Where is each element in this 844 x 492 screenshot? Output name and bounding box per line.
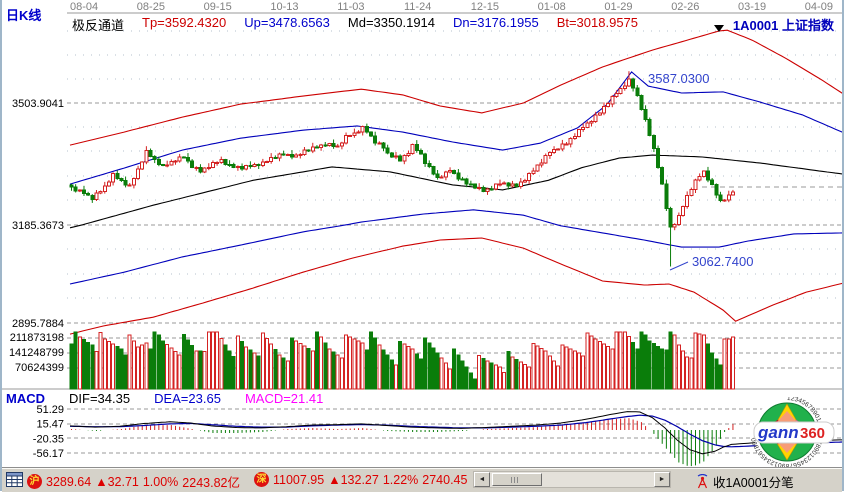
svg-text:15.47: 15.47	[36, 419, 64, 431]
sh-index-value: 3289.64	[46, 474, 92, 489]
indicator-value: Dn=3176.1955	[453, 15, 539, 30]
macd-panel-name[interactable]: MACD	[6, 391, 45, 406]
quote-table-icon	[6, 472, 23, 487]
date-tick: 04-09	[804, 1, 833, 13]
svg-text:3503.9041: 3503.9041	[12, 98, 64, 110]
date-axis: 08-04 08-25 09-15 10-13 11-03 11-24 12-15 01-08…	[2, 1, 844, 13]
svg-text:3185.3673: 3185.3673	[12, 220, 64, 232]
macd-layer	[69, 411, 842, 467]
sz-amount: 2740.45	[422, 472, 468, 487]
logo-text-360: 360	[800, 425, 825, 442]
indicator-value: Bt=3018.9575	[556, 15, 639, 30]
indicator-value: Up=3478.6563	[244, 15, 330, 30]
date-tick: 11-03	[337, 1, 365, 13]
indicator-value: Tp=3592.4320	[142, 15, 227, 30]
annotation-layer	[669, 261, 689, 271]
shenzhen-market-icon: 深	[254, 472, 269, 487]
macd-dif-value: DIF=34.35	[69, 391, 131, 406]
macd-dea-value: DEA=23.65	[154, 391, 221, 406]
feed-label: 收1A0001分笔	[713, 476, 794, 490]
candles-layer	[69, 71, 735, 267]
channel-line-Md	[69, 154, 842, 229]
swing-low-leader	[669, 261, 689, 271]
date-tick: 08-25	[136, 1, 165, 13]
dea-line	[69, 414, 842, 448]
chart-type-label[interactable]: 日K线	[6, 8, 42, 23]
sz-index-value: 11007.95	[273, 472, 325, 487]
date-tick: 10-13	[270, 1, 299, 13]
swing-high-annotation: 3587.0300	[648, 71, 710, 86]
logo-text-gann: gann	[757, 423, 799, 442]
svg-text:141248799: 141248799	[9, 347, 64, 359]
volume-layer	[69, 331, 735, 390]
svg-text:-20.35: -20.35	[33, 433, 64, 445]
status-bar: 沪 3289.64 ▲32.71 1.00% 2243.82亿 深 11007.…	[2, 467, 842, 492]
channel-lines-layer	[69, 29, 842, 335]
svg-text:211873198: 211873198	[10, 332, 64, 344]
main-chart-canvas[interactable]: 3503.9041 3185.3673 2895.7884 211873198 1412…	[2, 0, 842, 467]
macd-readout-row: MACD DIF=34.35 DEA=23.65 MACD=21.41	[6, 391, 323, 406]
sh-arrow-icon: ▲	[95, 474, 108, 489]
svg-text:51.29: 51.29	[36, 404, 64, 416]
channel-line-Tp	[69, 29, 842, 146]
quote-table-button[interactable]	[6, 472, 23, 487]
channel-line-Up	[69, 71, 842, 185]
svg-text:2895.7884: 2895.7884	[12, 318, 64, 330]
date-tick: 09-15	[203, 1, 232, 13]
sh-percent: 1.00%	[142, 474, 179, 489]
date-tick: 11-24	[404, 1, 432, 13]
gann360-logo: 1234567890123456789012345678901234567890…	[750, 397, 835, 469]
date-tick: 01-29	[604, 1, 633, 13]
sz-percent: 1.22%	[382, 472, 419, 487]
peak-marker-icon	[714, 25, 724, 32]
scroll-right-button[interactable]: ►	[654, 472, 670, 487]
symbol-title[interactable]: 1A0001 上证指数	[732, 18, 834, 33]
svg-text:70624399: 70624399	[15, 362, 64, 374]
dif-line	[69, 411, 842, 455]
channel-line-Dn	[69, 209, 842, 285]
sz-change: 132.27	[340, 472, 379, 487]
feed-status[interactable]: 收1A0001分笔	[696, 472, 794, 491]
date-tick: 08-04	[70, 1, 99, 13]
macd-macd-value: MACD=21.41	[244, 391, 324, 406]
svg-text:-56.17: -56.17	[33, 448, 64, 460]
indicator-value: Md=3350.1914	[347, 15, 436, 30]
date-tick: 03-19	[738, 1, 767, 13]
shanghai-quote[interactable]: 沪 3289.64 ▲32.71 1.00% 2243.82亿	[27, 472, 240, 491]
axis-labels-layer: 3503.9041 3185.3673 2895.7884 211873198 1412…	[9, 98, 64, 460]
shenzhen-quote[interactable]: 深 11007.95 ▲132.27 1.22% 2740.45	[254, 472, 467, 487]
date-tick: 01-08	[537, 1, 566, 13]
sh-amount: 2243.82亿	[182, 476, 240, 490]
scrollbar-thumb[interactable]	[492, 473, 542, 486]
sh-change: 32.71	[107, 474, 139, 489]
swing-low-annotation: 3062.7400	[692, 254, 754, 269]
feed-signal-icon	[697, 474, 708, 489]
sz-arrow-icon: ▲	[328, 472, 341, 487]
shanghai-market-icon: 沪	[27, 474, 42, 489]
scroll-left-button[interactable]: ◄	[474, 472, 490, 487]
horizontal-scrollbar[interactable]: ◄ ►	[473, 471, 671, 488]
channel-line-Bt	[69, 237, 842, 335]
date-tick: 02-26	[671, 1, 700, 13]
date-tick: 12-15	[470, 1, 499, 13]
